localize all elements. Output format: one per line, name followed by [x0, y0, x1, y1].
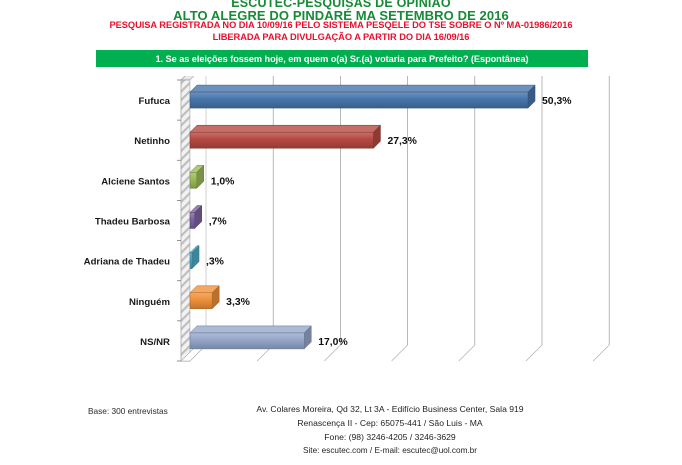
bar-front-face: [189, 252, 193, 269]
footer-site-email-line: Site: escutec.com / E-mail: escutec@uol.…: [303, 446, 477, 455]
category-label: Ninguém: [129, 297, 170, 308]
gridline-floor: [592, 344, 610, 362]
bar-group: [189, 84, 536, 109]
bar-group: [189, 164, 205, 189]
bar-top-face: [189, 124, 382, 133]
category-label: Adriana de Thadeu: [84, 257, 170, 268]
question-banner: 1. Se as eleições fossem hoje, em quem o…: [96, 50, 588, 67]
category-label: Fufuca: [139, 96, 171, 107]
bar-front-face: [189, 212, 195, 229]
bar-group: [189, 285, 220, 310]
bar-value-label: 1,0%: [211, 176, 235, 187]
gridline-floor: [391, 344, 408, 362]
bar-value-label: 50,3%: [542, 96, 571, 107]
bar-chart: 50,3% Fufuca 27,3% Netinho 1,0% Alciene Santo…: [0, 76, 682, 396]
registration-notice: PESQUISA REGISTRADA NO DIA 10/09/16 PELO…: [109, 20, 573, 30]
base-note: Base: 300 entrevistas: [88, 406, 168, 416]
release-notice: LIBERADA PARA DIVULGAÇÃO A PARTIR DO DIA…: [212, 32, 470, 42]
footer-address-line-2: Renascença II - Cep: 65075-441 / São Lui…: [297, 418, 483, 428]
bar-group: [189, 204, 203, 230]
bar-top-face: [189, 325, 312, 334]
bar-value-label: ,7%: [209, 217, 227, 228]
bar-group: [189, 325, 312, 350]
footer-address-line-1: Av. Colares Moreira, Qd 32, Lt 3A - Edif…: [256, 404, 524, 414]
bar-value-label: 3,3%: [226, 297, 250, 308]
bar-value-label: 17,0%: [318, 337, 347, 348]
gridline-floor: [525, 344, 543, 362]
gridline-floor: [458, 344, 476, 362]
category-label: Netinho: [134, 136, 170, 147]
bar-value-label: ,3%: [206, 257, 224, 268]
category-label: Alciene Santos: [101, 176, 170, 187]
bar-front-face: [189, 131, 374, 149]
bar-front-face: [189, 332, 305, 350]
bar-group: [189, 124, 382, 149]
category-label: Thadeu Barbosa: [95, 217, 171, 228]
bar-front-face: [189, 292, 213, 310]
city-period-title: ALTO ALEGRE DO PINDARÉ MA SETEMBRO DE 20…: [173, 8, 509, 23]
footer-phone-line: Fone: (98) 3246-4205 / 3246-3629: [324, 432, 456, 442]
bar-value-label: 27,3%: [387, 136, 416, 147]
bar-front-face: [189, 172, 197, 189]
company-title: ESCUTEC-PESQUISAS DE OPINIÃO: [231, 0, 451, 10]
gridline-floor: [324, 344, 341, 362]
bar-group: [189, 245, 200, 270]
bar-top-face: [189, 84, 536, 93]
category-label: NS/NR: [140, 337, 170, 348]
axis-wall-front: [180, 79, 191, 362]
bar-front-face: [189, 91, 529, 109]
question-text: 1. Se as eleições fossem hoje, em quem o…: [155, 53, 529, 64]
gridlines-group: [256, 76, 610, 362]
